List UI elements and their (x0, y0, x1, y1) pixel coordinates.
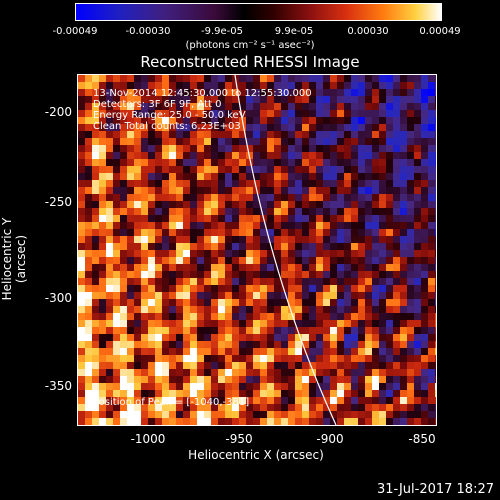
colorbar-tick-label: 0.00049 (419, 26, 461, 37)
y-tick-label: -250 (44, 195, 72, 209)
heatmap-cells (78, 75, 436, 425)
info-line-counts: Clean Total counts: 6.23E+03 (93, 121, 241, 132)
colorbar-tick-label: 0.00030 (347, 26, 389, 37)
colorbar-tick-label: -0.00049 (52, 26, 98, 37)
colorbar-tick-label: -9.9e-05 (201, 26, 243, 37)
y-tick-label: -350 (44, 379, 72, 393)
x-tick-label: -1000 (130, 432, 166, 446)
colorbar-units: (photons cm⁻² s⁻¹ asec⁻²) (185, 40, 315, 51)
peak-position-label: Position of Peak = [-1040,-381] (93, 397, 250, 408)
colorbar-tick-label: 9.9e-05 (274, 26, 314, 37)
x-tick-label: -900 (316, 432, 344, 446)
x-tick-label: -950 (225, 432, 253, 446)
rhessi-image-plot: 13-Nov-2014 12:45:30.000 to 12:55:30.000… (77, 74, 437, 426)
info-line-time: 13-Nov-2014 12:45:30.000 to 12:55:30.000 (93, 88, 312, 99)
info-lines: 13-Nov-2014 12:45:30.000 to 12:55:30.000… (93, 88, 312, 132)
info-line-energy: Energy Range: 25.0 - 50.0 keV (93, 110, 246, 121)
colorbar-tick-label: -0.00030 (125, 26, 171, 37)
date-stamp: 31-Jul-2017 18:27 (376, 482, 494, 497)
x-axis-label: Heliocentric X (arcsec) (188, 448, 324, 462)
x-tick-label: -850 (408, 432, 436, 446)
y-tick-label: -200 (44, 105, 72, 119)
y-axis-label: Heliocentric Y (arcsec) (0, 217, 28, 301)
info-line-detectors: Detectors: 3F 6F 9F, Att 0 (93, 99, 222, 110)
rhessi-heatmap (78, 75, 436, 425)
image-title: Reconstructed RHESSI Image (140, 53, 360, 71)
y-tick-label: -300 (44, 291, 72, 305)
colorbar (75, 3, 442, 21)
solar-limb-line (234, 75, 337, 425)
